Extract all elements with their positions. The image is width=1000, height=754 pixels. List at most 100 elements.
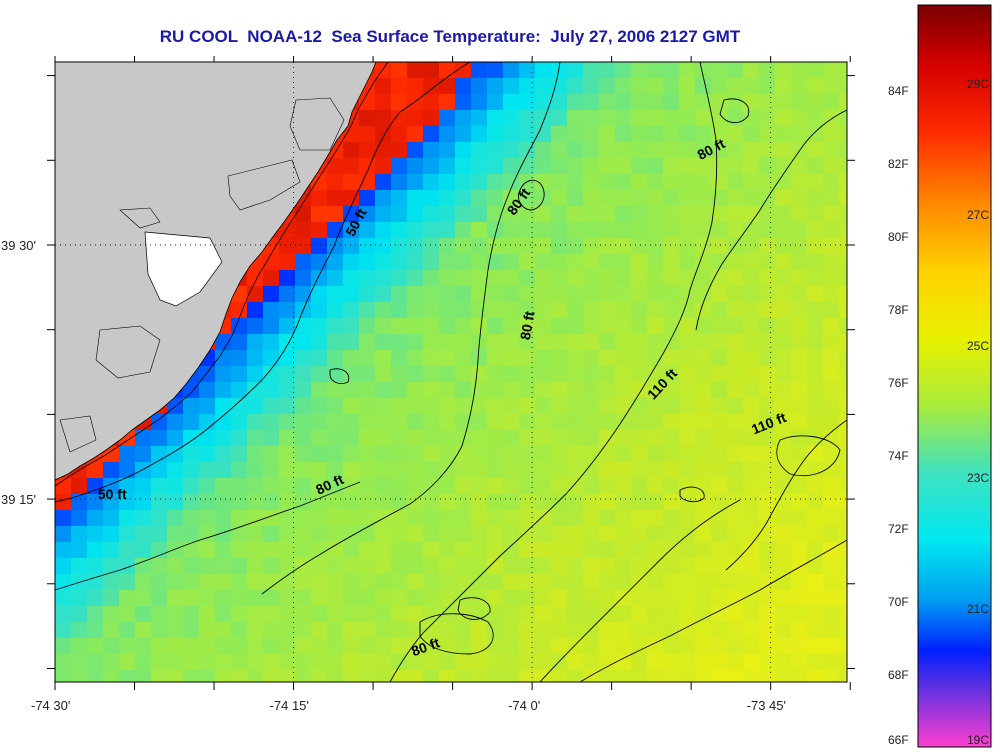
sst-cell [583, 62, 599, 78]
sst-cell [263, 558, 279, 574]
sst-cell [439, 334, 455, 350]
sst-cell [263, 574, 279, 590]
sst-cell [71, 558, 87, 574]
sst-cell [343, 190, 359, 206]
sst-cell [327, 590, 343, 606]
sst-cell [167, 622, 183, 638]
sst-cell [551, 446, 567, 462]
sst-cell [791, 302, 807, 318]
sst-cell [375, 334, 391, 350]
sst-cell [695, 606, 711, 622]
sst-cell [839, 62, 847, 78]
sst-cell [391, 606, 407, 622]
sst-cell [743, 558, 759, 574]
sst-cell [823, 174, 839, 190]
sst-cell [791, 334, 807, 350]
sst-cell [103, 462, 119, 478]
sst-cell [791, 206, 807, 222]
sst-cell [647, 94, 663, 110]
sst-cell [487, 590, 503, 606]
sst-cell [807, 190, 823, 206]
sst-cell [455, 302, 471, 318]
sst-cell [839, 558, 847, 574]
sst-cell [487, 670, 503, 682]
sst-cell [199, 590, 215, 606]
sst-cell [311, 398, 327, 414]
sst-cell [535, 590, 551, 606]
sst-cell [775, 62, 791, 78]
sst-cell [615, 654, 631, 670]
sst-cell [327, 638, 343, 654]
sst-cell [343, 558, 359, 574]
sst-cell [439, 158, 455, 174]
sst-cell [631, 398, 647, 414]
sst-cell [487, 126, 503, 142]
sst-cell [823, 606, 839, 622]
sst-cell [679, 94, 695, 110]
sst-cell [487, 302, 503, 318]
sst-cell [599, 318, 615, 334]
sst-cell [727, 78, 743, 94]
sst-cell [455, 510, 471, 526]
sst-cell [407, 62, 423, 78]
sst-cell [711, 62, 727, 78]
sst-cell [199, 446, 215, 462]
sst-cell [759, 606, 775, 622]
sst-cell [167, 654, 183, 670]
sst-cell [679, 270, 695, 286]
sst-cell [487, 206, 503, 222]
sst-cell [551, 142, 567, 158]
sst-cell [551, 318, 567, 334]
sst-cell [471, 318, 487, 334]
sst-cell [375, 414, 391, 430]
sst-cell [375, 590, 391, 606]
sst-cell [311, 318, 327, 334]
sst-cell [327, 206, 343, 222]
sst-cell [615, 222, 631, 238]
sst-cell [663, 238, 679, 254]
sst-cell [663, 142, 679, 158]
sst-cell [743, 302, 759, 318]
sst-cell [55, 654, 71, 670]
sst-cell [727, 654, 743, 670]
sst-cell [439, 286, 455, 302]
sst-cell [295, 254, 311, 270]
sst-cell [807, 254, 823, 270]
sst-cell [359, 558, 375, 574]
sst-cell [391, 110, 407, 126]
sst-cell [839, 670, 847, 682]
sst-cell [343, 318, 359, 334]
sst-cell [839, 366, 847, 382]
sst-cell [519, 606, 535, 622]
map-gridlines [55, 62, 847, 682]
sst-cell [375, 638, 391, 654]
sst-cell [87, 590, 103, 606]
sst-cell [711, 558, 727, 574]
sst-cell [791, 510, 807, 526]
sst-cell [791, 142, 807, 158]
sst-cell [423, 446, 439, 462]
sst-cell [359, 366, 375, 382]
sst-cell [807, 366, 823, 382]
sst-cell [615, 142, 631, 158]
sst-cell [231, 494, 247, 510]
sst-cell [215, 414, 231, 430]
sst-cell [279, 462, 295, 478]
sst-cell [375, 446, 391, 462]
sst-cell [311, 574, 327, 590]
sst-cell [247, 494, 263, 510]
sst-cell [359, 94, 375, 110]
sst-cell [535, 206, 551, 222]
sst-cell [743, 670, 759, 682]
sst-cell [407, 638, 423, 654]
sst-cell [727, 542, 743, 558]
sst-cell [503, 382, 519, 398]
sst-cell [823, 430, 839, 446]
sst-cell [471, 638, 487, 654]
sst-cell [471, 206, 487, 222]
sst-cell [391, 206, 407, 222]
sst-cell [487, 526, 503, 542]
sst-cell [775, 350, 791, 366]
sst-cell [247, 558, 263, 574]
sst-cell [583, 238, 599, 254]
